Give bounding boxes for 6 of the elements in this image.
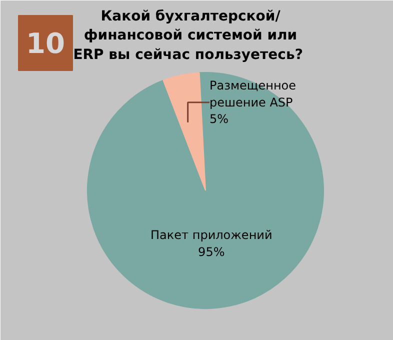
text: 10 (26, 27, 65, 60)
data-label: 95% (198, 245, 225, 259)
chart-title: Какой бухгалтерской/ финансовой системой или ERP вы сейчас пользуетесь? (73, 8, 303, 63)
slice-label: Размещенное решение ASP (210, 78, 296, 110)
data-label: 5% (210, 112, 229, 126)
slice-label: Пакет приложений (150, 228, 272, 242)
